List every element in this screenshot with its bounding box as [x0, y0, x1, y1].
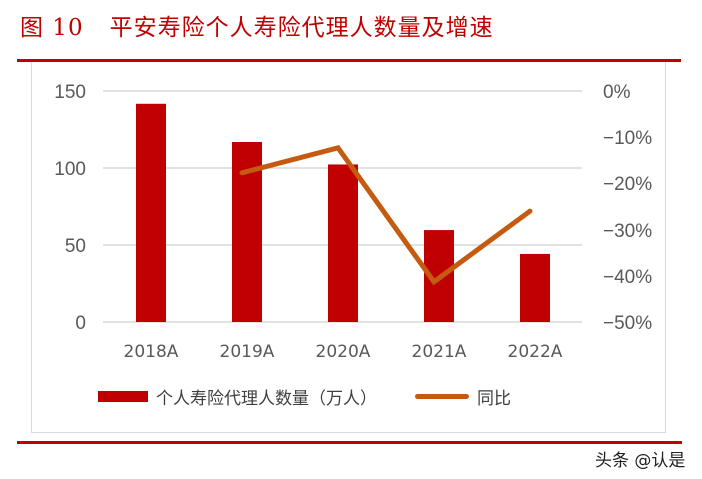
bar-legend-label: 个人寿险代理人数量（万人） [156, 389, 377, 409]
figure-title: 图 10 平安寿险个人寿险代理人数量及增速 [20, 8, 494, 42]
watermark: 头条 @认是 [595, 451, 686, 471]
x-tick: 2022A [508, 342, 563, 362]
left-tick: 0 [75, 313, 86, 334]
bar [136, 103, 166, 322]
x-tick: 2018A [124, 342, 179, 362]
left-axis: 150 100 50 0 [54, 82, 86, 334]
bar [328, 164, 358, 322]
right-tick: −10% [603, 128, 652, 149]
bar-series [136, 103, 550, 322]
bar [520, 253, 550, 322]
right-tick: −30% [603, 221, 652, 242]
right-tick: 0% [603, 82, 631, 103]
chart-frame [31, 62, 666, 433]
x-axis: 2018A 2019A 2020A 2021A 2022A [124, 342, 563, 362]
top-rule [17, 59, 681, 62]
right-tick: −40% [603, 267, 652, 288]
x-tick: 2019A [220, 342, 275, 362]
chart-legend: 个人寿险代理人数量（万人） 同比 [98, 384, 511, 409]
left-tick: 150 [54, 82, 86, 103]
right-tick: −50% [603, 313, 652, 334]
line-legend-swatch [415, 394, 469, 399]
right-axis: 0% −10% −20% −30% −40% −50% [603, 82, 652, 334]
left-tick: 50 [65, 236, 86, 257]
x-tick: 2020A [316, 342, 371, 362]
figure-title-text: 平安寿险个人寿险代理人数量及增速 [109, 15, 494, 41]
figure-number: 图 10 [20, 15, 84, 41]
right-tick: −20% [603, 174, 652, 195]
line-legend-label: 同比 [477, 389, 511, 409]
yoy-line-series [239, 144, 533, 286]
left-tick: 100 [54, 159, 86, 180]
bottom-rule [17, 441, 682, 444]
bar-legend-swatch [98, 391, 148, 402]
x-tick: 2021A [412, 342, 467, 362]
